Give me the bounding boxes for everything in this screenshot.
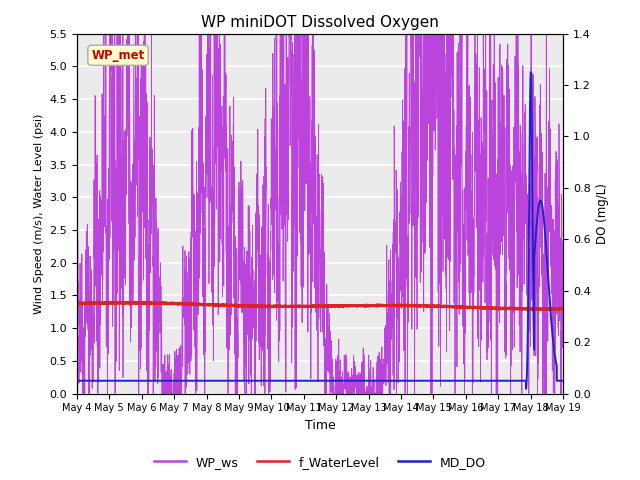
Title: WP miniDOT Dissolved Oxygen: WP miniDOT Dissolved Oxygen <box>201 15 439 30</box>
Legend: WP_ws, f_WaterLevel, MD_DO: WP_ws, f_WaterLevel, MD_DO <box>149 451 491 474</box>
Y-axis label: Wind Speed (m/s), Water Level (psi): Wind Speed (m/s), Water Level (psi) <box>34 113 44 314</box>
Y-axis label: DO (mg/L): DO (mg/L) <box>596 183 609 244</box>
Text: WP_met: WP_met <box>92 49 145 62</box>
X-axis label: Time: Time <box>305 419 335 432</box>
